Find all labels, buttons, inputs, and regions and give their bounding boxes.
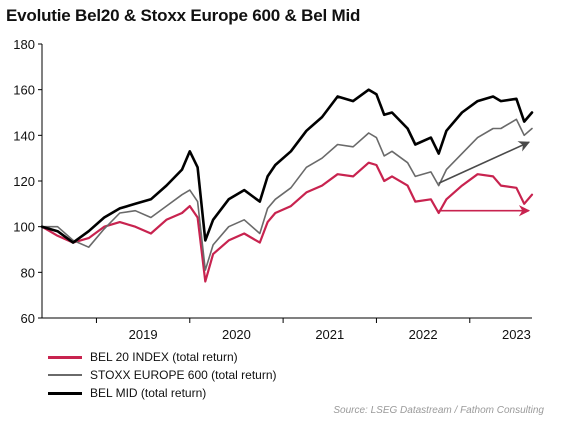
- legend-item-bel20: BEL 20 INDEX (total return): [48, 348, 277, 366]
- legend-swatch-belmid: [48, 391, 82, 395]
- legend-item-stoxx600: STOXX EUROPE 600 (total return): [48, 366, 277, 384]
- legend-swatch-stoxx600: [48, 374, 82, 376]
- chart-title: Evolutie Bel20 & Stoxx Europe 600 & Bel …: [6, 6, 361, 25]
- y-tick-label: 60: [21, 311, 35, 326]
- x-tick-label: 2023: [502, 327, 531, 342]
- trend-arrow-stoxx600: [438, 141, 531, 185]
- series-line-bel20: [40, 161, 534, 283]
- x-tick-label: 2022: [409, 327, 438, 342]
- series-line-stoxx600: [41, 118, 533, 271]
- source-note: Source: LSEG Datastream / Fathom Consult…: [333, 405, 544, 416]
- y-tick-label: 180: [13, 37, 35, 52]
- y-tick-label: 100: [13, 220, 35, 235]
- x-tick-label: 2021: [315, 327, 344, 342]
- legend-swatch-bel20: [48, 355, 82, 359]
- y-tick-label: 140: [13, 128, 35, 143]
- series-line-belmid: [40, 88, 534, 244]
- legend-label-stoxx600: STOXX EUROPE 600 (total return): [90, 368, 277, 382]
- legend-item-belmid: BEL MID (total return): [48, 384, 277, 402]
- x-tick-label: 2020: [222, 327, 251, 342]
- legend: BEL 20 INDEX (total return) STOXX EUROPE…: [48, 348, 277, 402]
- y-tick-label: 120: [13, 174, 35, 189]
- y-tick-label: 160: [13, 83, 35, 98]
- x-tick-label: 2019: [129, 327, 158, 342]
- y-tick-label: 80: [21, 265, 35, 280]
- legend-label-bel20: BEL 20 INDEX (total return): [90, 350, 238, 364]
- legend-label-belmid: BEL MID (total return): [90, 386, 207, 400]
